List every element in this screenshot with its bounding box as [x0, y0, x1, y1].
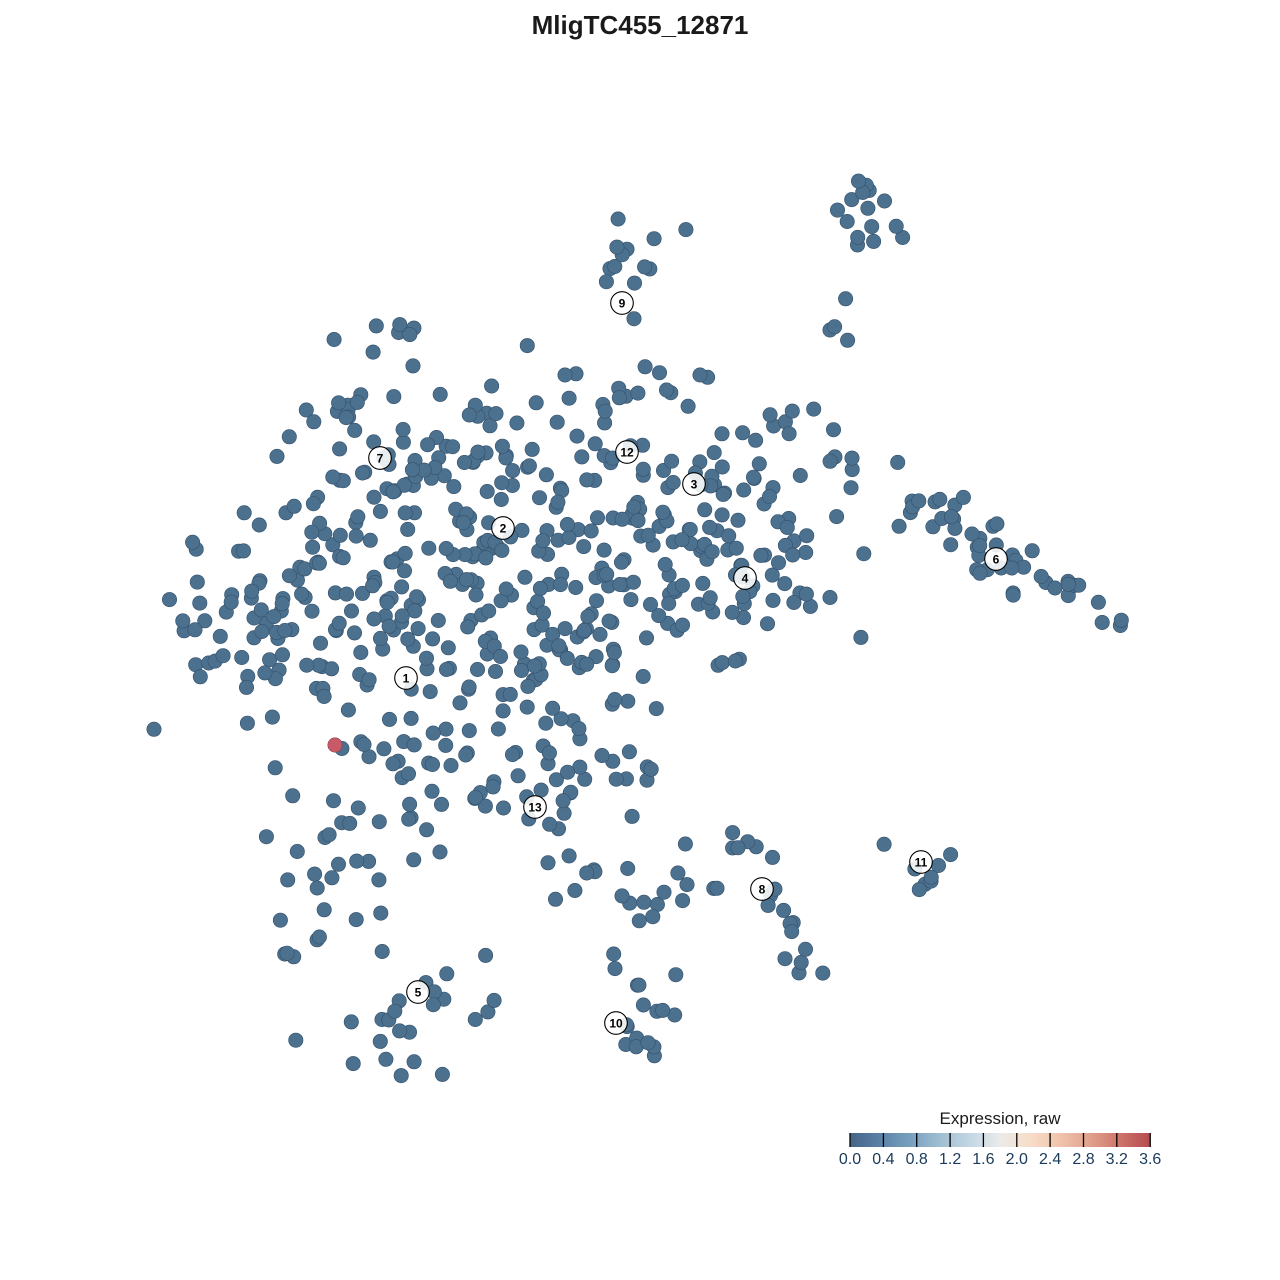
svg-text:4: 4 [742, 572, 749, 586]
svg-text:2.4: 2.4 [1039, 1151, 1061, 1168]
svg-text:2: 2 [500, 522, 507, 536]
svg-text:3: 3 [691, 478, 698, 492]
svg-text:9: 9 [619, 297, 626, 311]
svg-text:1.6: 1.6 [972, 1151, 994, 1168]
svg-text:0.4: 0.4 [872, 1151, 894, 1168]
svg-text:1.2: 1.2 [939, 1151, 961, 1168]
svg-text:Expression, raw: Expression, raw [940, 1109, 1062, 1128]
svg-text:3.6: 3.6 [1139, 1151, 1161, 1168]
svg-text:11: 11 [915, 856, 928, 870]
svg-text:7: 7 [377, 452, 384, 466]
svg-text:5: 5 [415, 986, 422, 1000]
svg-text:2.8: 2.8 [1072, 1151, 1094, 1168]
svg-text:10: 10 [609, 1017, 623, 1031]
svg-text:1: 1 [403, 672, 410, 686]
svg-text:13: 13 [528, 801, 542, 815]
svg-text:12: 12 [620, 446, 634, 460]
svg-text:2.0: 2.0 [1006, 1151, 1028, 1168]
svg-text:0.8: 0.8 [906, 1151, 928, 1168]
svg-text:3.2: 3.2 [1106, 1151, 1128, 1168]
svg-text:6: 6 [993, 553, 1000, 567]
svg-text:0.0: 0.0 [839, 1151, 861, 1168]
svg-text:8: 8 [759, 883, 766, 897]
